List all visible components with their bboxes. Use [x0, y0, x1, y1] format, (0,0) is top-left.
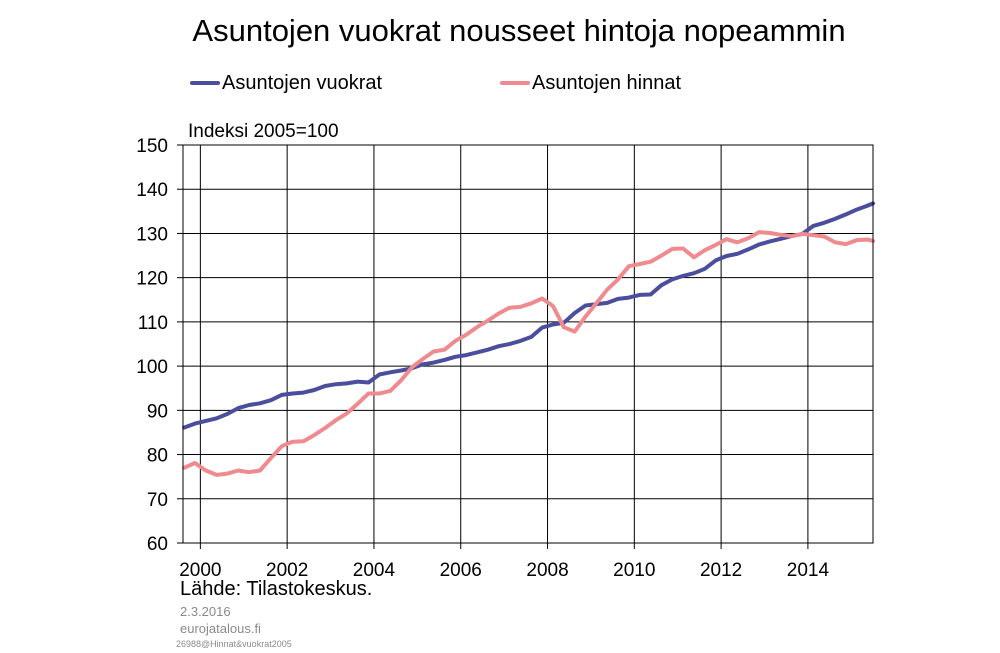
x-tick-label: 2004 — [353, 560, 396, 581]
legend-label-prices: Asuntojen hinnat — [532, 71, 682, 94]
legend-label-rents: Asuntojen vuokrat — [222, 71, 383, 94]
legend-item-prices: Asuntojen hinnat — [500, 70, 681, 96]
y-tick-label: 120 — [136, 269, 168, 290]
publish-date: 2.3.2016 — [180, 604, 231, 619]
y-tick-label: 90 — [147, 401, 168, 422]
chart-code: 26988@Hinnat&vuokrat2005 — [176, 639, 292, 649]
legend-swatch-rents — [190, 81, 220, 85]
legend-swatch-prices — [500, 81, 530, 85]
y-tick-label: 150 — [136, 136, 168, 157]
y-tick-label: 110 — [138, 313, 168, 334]
y-tick-label: 80 — [147, 446, 168, 467]
x-tick-label: 2006 — [440, 560, 482, 581]
x-tick-label: 2014 — [787, 560, 830, 581]
y-tick-label: 100 — [136, 357, 168, 378]
series-line-prices — [182, 230, 875, 477]
source-note: Lähde: Tilastokeskus. — [180, 578, 373, 600]
plot-frame — [182, 144, 874, 544]
y-tick-label: 140 — [136, 180, 168, 201]
x-tick-label: 2008 — [526, 560, 568, 581]
y-tick-label: 60 — [147, 534, 168, 555]
y-tick-label: 130 — [136, 224, 168, 245]
x-tick-label: 2010 — [613, 560, 655, 581]
grid — [183, 145, 873, 543]
site-name: eurojatalous.fi — [180, 621, 261, 636]
x-axis-ticks: 2000 2002 2004 2006 2008 2010 2012 2014 — [179, 543, 829, 581]
x-tick-label: 2000 — [179, 560, 221, 581]
chart-title: Asuntojen vuokrat nousseet hintoja nopea… — [192, 13, 846, 48]
y-axis-ticks: 60 70 80 90 100 110 120 130 140 150 — [136, 136, 183, 555]
y-tick-label: 70 — [147, 490, 168, 511]
series-lines — [182, 201, 875, 477]
unit-label: Indeksi 2005=100 — [188, 121, 339, 142]
x-tick-label: 2002 — [266, 560, 308, 581]
x-tick-label: 2012 — [700, 560, 742, 581]
series-line-rents — [182, 201, 875, 430]
legend-item-rents: Asuntojen vuokrat — [190, 70, 382, 96]
